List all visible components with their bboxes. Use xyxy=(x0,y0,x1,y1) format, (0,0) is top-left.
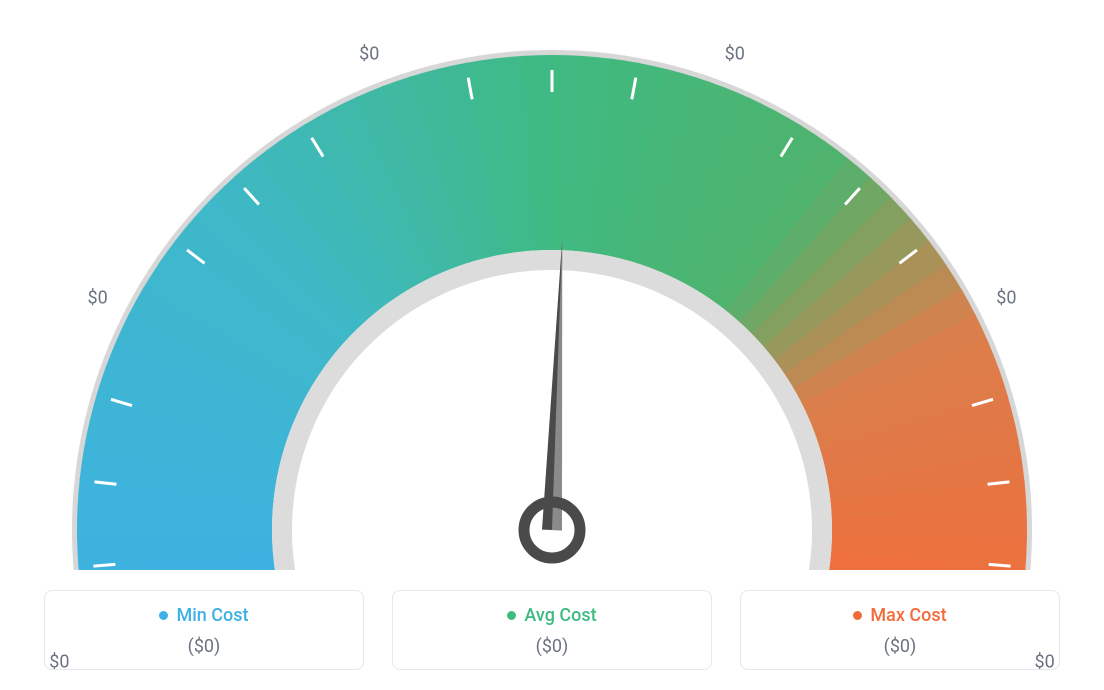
legend-value-min: ($0) xyxy=(55,636,353,657)
legend-label-avg: Avg Cost xyxy=(524,605,596,626)
legend-title-max: Max Cost xyxy=(853,605,946,626)
legend-dot-max xyxy=(853,611,862,620)
legend-row: Min Cost ($0) Avg Cost ($0) Max Cost ($0… xyxy=(0,590,1104,670)
legend-label-min: Min Cost xyxy=(176,605,248,626)
legend-value-max: ($0) xyxy=(751,636,1049,657)
gauge-tick-label: $0 xyxy=(87,288,107,309)
legend-title-avg: Avg Cost xyxy=(507,605,596,626)
legend-dot-avg xyxy=(507,611,516,620)
legend-card-max: Max Cost ($0) xyxy=(740,590,1060,670)
legend-value-avg: ($0) xyxy=(403,636,701,657)
legend-card-min: Min Cost ($0) xyxy=(44,590,364,670)
legend-title-min: Min Cost xyxy=(159,605,248,626)
gauge: $0$0$0$0$0$0 xyxy=(22,10,1082,570)
gauge-tick-label: $0 xyxy=(359,43,379,64)
chart-container: $0$0$0$0$0$0 Min Cost ($0) Avg Cost ($0)… xyxy=(0,0,1104,690)
legend-card-avg: Avg Cost ($0) xyxy=(392,590,712,670)
legend-label-max: Max Cost xyxy=(870,605,946,626)
gauge-svg xyxy=(22,10,1082,570)
gauge-tick-label: $0 xyxy=(996,288,1016,309)
legend-dot-min xyxy=(159,611,168,620)
gauge-tick-label: $0 xyxy=(725,43,745,64)
